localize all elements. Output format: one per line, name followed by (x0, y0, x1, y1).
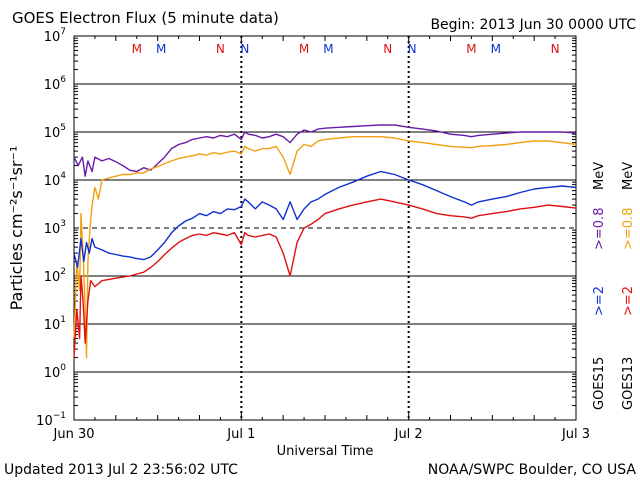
y-tick-label: 10−1 (36, 411, 66, 429)
midnight-marker-label: N (551, 42, 560, 56)
legend-goes15-ge08: >=0.8 (592, 208, 607, 250)
midnight-marker-label: M (299, 42, 309, 56)
y-tick-labels: 107 106 105 104 103 102 101 100 10−1 (36, 27, 66, 429)
y-tick-label: 107 (44, 27, 66, 45)
y-tick-label: 103 (44, 219, 66, 237)
series-group (73, 124, 577, 359)
series-line (73, 124, 577, 177)
y-tick-label: 105 (44, 123, 66, 141)
credit: NOAA/SWPC Boulder, CO USA (428, 462, 637, 478)
legend-unit-upper: MeV (592, 162, 607, 190)
y-tick-label: 106 (44, 75, 67, 93)
legend-goes13-ge08: >=0.8 (621, 208, 636, 250)
grid-lines (73, 36, 577, 420)
x-tick-label: Jul 1 (226, 427, 255, 442)
legend-goes13-ge2: >=2 (621, 286, 636, 316)
series-line (73, 136, 577, 359)
y-tick-label: 102 (44, 267, 66, 285)
x-tick-label: Jul 3 (561, 427, 590, 442)
legend: GOES15 >=2 >=0.8 MeV GOES13 >=2 >=0.8 Me… (592, 162, 636, 410)
chart-title: GOES Electron Flux (5 minute data) (12, 9, 279, 27)
y-tick-label: 101 (44, 315, 66, 333)
x-tick-label: Jul 2 (394, 427, 423, 442)
midnight-marker-label: M (491, 42, 501, 56)
midnight-marker-label: M (156, 42, 166, 56)
midnight-marker-label: N (216, 42, 225, 56)
midnight-marker-label: M (466, 42, 476, 56)
midnight-marker-label: M (132, 42, 142, 56)
legend-unit-lower: MeV (621, 162, 636, 190)
y-tick-label: 100 (44, 363, 67, 381)
y-tick-label: 104 (44, 171, 67, 189)
x-axis-label: Universal Time (277, 444, 374, 459)
midnight-marker-label: N (240, 42, 249, 56)
y-axis-label: Particles cm⁻²s⁻¹sr⁻¹ (7, 146, 26, 311)
updated-timestamp: Updated 2013 Jul 2 23:56:02 UTC (4, 462, 238, 478)
midnight-marker-label: N (383, 42, 392, 56)
legend-goes15-ge2: >=2 (592, 286, 607, 316)
legend-goes13-label: GOES13 (621, 357, 636, 410)
x-tick-labels: Jun 30 Jul 1 Jul 2 Jul 3 (53, 427, 591, 442)
midnight-marker-label: M (323, 42, 333, 56)
series-line (73, 170, 577, 269)
series-line (73, 198, 577, 358)
x-tick-label: Jun 30 (53, 427, 95, 442)
legend-goes15-label: GOES15 (592, 357, 607, 410)
midnight-marker-label: N (408, 42, 417, 56)
begin-time: Begin: 2013 Jun 30 0000 UTC (430, 17, 636, 33)
